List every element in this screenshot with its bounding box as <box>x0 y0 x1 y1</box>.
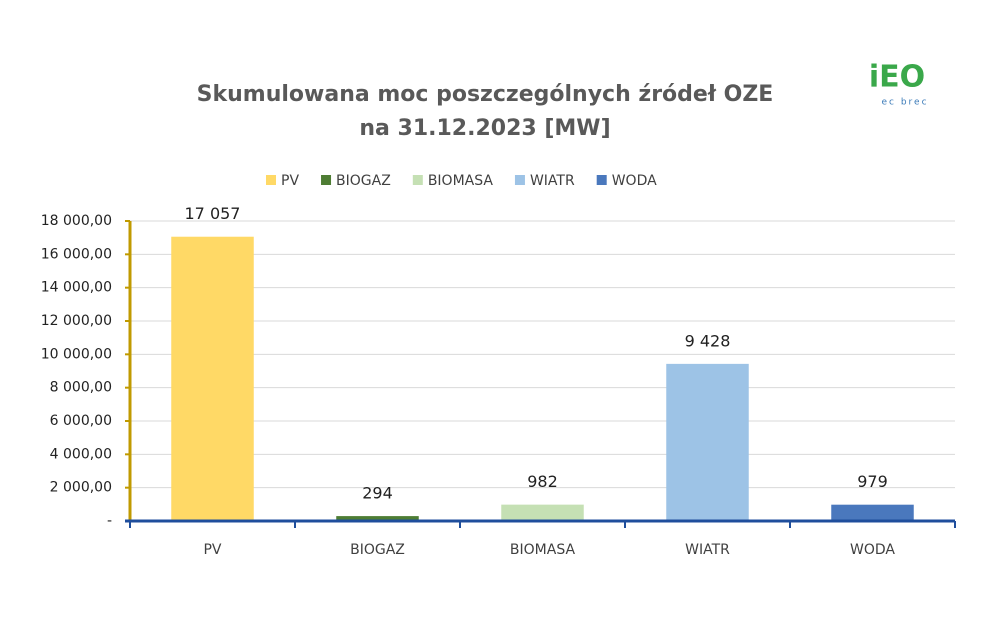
value-label: 979 <box>857 472 888 491</box>
chart-title: Skumulowana moc poszczególnych źródeł OZ… <box>197 82 774 107</box>
bar <box>336 516 419 521</box>
legend-label: WIATR <box>530 173 575 189</box>
y-tick-label: 6 000,00 <box>50 413 112 429</box>
bar <box>171 236 254 521</box>
bar <box>501 504 584 521</box>
x-tick-label: BIOMASA <box>510 542 576 558</box>
y-tick-label: 10 000,00 <box>41 346 112 362</box>
bar <box>831 504 914 521</box>
y-tick-label: 14 000,00 <box>41 280 112 296</box>
chart-title: na 31.12.2023 [MW] <box>359 116 610 141</box>
y-tick-label: 2 000,00 <box>50 480 112 496</box>
y-tick-label: 8 000,00 <box>50 380 112 396</box>
value-label: 982 <box>527 472 558 491</box>
y-tick-label: 4 000,00 <box>50 446 112 462</box>
value-label: 9 428 <box>685 331 731 350</box>
legend-label: BIOMASA <box>428 173 494 189</box>
legend-swatch <box>266 175 276 185</box>
x-tick-label: WIATR <box>685 542 730 558</box>
value-label: 17 057 <box>185 204 241 223</box>
legend-swatch <box>321 175 332 185</box>
x-tick-label: WODA <box>850 542 895 558</box>
logo-caption: ec brec <box>881 98 928 108</box>
legend-swatch <box>514 175 525 185</box>
y-tick-label: 12 000,00 <box>41 313 112 329</box>
legend-swatch <box>412 175 423 185</box>
y-tick-label: - <box>107 513 112 529</box>
legend-swatch <box>596 175 607 185</box>
bar <box>666 363 749 521</box>
x-tick-label: PV <box>203 542 221 558</box>
y-tick-label: 18 000,00 <box>41 213 112 229</box>
legend-label: BIOGAZ <box>336 173 391 189</box>
legend-label: WODA <box>612 173 657 189</box>
y-tick-label: 16 000,00 <box>41 246 112 262</box>
legend-label: PV <box>281 173 299 189</box>
logo-mark: iEO <box>869 60 925 95</box>
x-tick-label: BIOGAZ <box>350 542 405 558</box>
value-label: 294 <box>362 484 393 503</box>
